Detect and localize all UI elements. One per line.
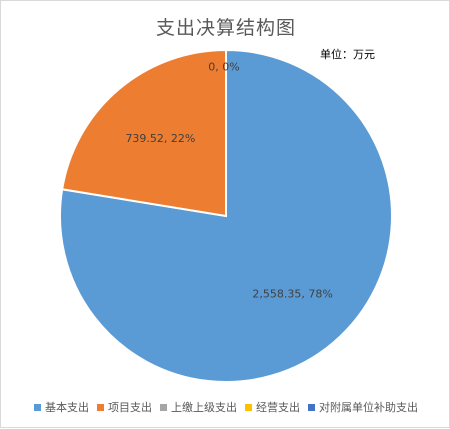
chart-title: 支出决算结构图 xyxy=(155,17,296,39)
data-label-0: 2,558.35, 78% xyxy=(252,287,332,300)
legend-item-4: 对附属单位补助支出 xyxy=(308,399,418,415)
legend-label-3: 经营支出 xyxy=(256,401,300,414)
legend-swatch-1 xyxy=(97,403,104,411)
legend-label-1: 项目支出 xyxy=(108,401,152,414)
legend-item-0: 基本支出 xyxy=(34,399,89,415)
unit-note: 单位：万元 xyxy=(320,48,375,61)
legend-label-0: 基本支出 xyxy=(45,401,89,414)
legend-label-2: 上缴上级支出 xyxy=(171,401,237,414)
data-label-1: 739.52, 22% xyxy=(125,132,195,145)
legend-label-4: 对附属单位补助支出 xyxy=(319,401,418,414)
legend-swatch-0 xyxy=(34,403,41,411)
legend-swatch-4 xyxy=(308,403,315,411)
legend-swatch-3 xyxy=(245,403,252,411)
legend-swatch-2 xyxy=(160,403,167,411)
data-label-2: 0, 0% xyxy=(208,60,239,73)
pie-slice-1 xyxy=(61,48,227,218)
legend-item-2: 上缴上级支出 xyxy=(160,399,237,415)
legend: 基本支出 项目支出 上缴上级支出 经营支出 对附属单位补助支出 xyxy=(1,399,450,415)
legend-item-3: 经营支出 xyxy=(245,399,300,415)
legend-item-1: 项目支出 xyxy=(97,399,152,415)
